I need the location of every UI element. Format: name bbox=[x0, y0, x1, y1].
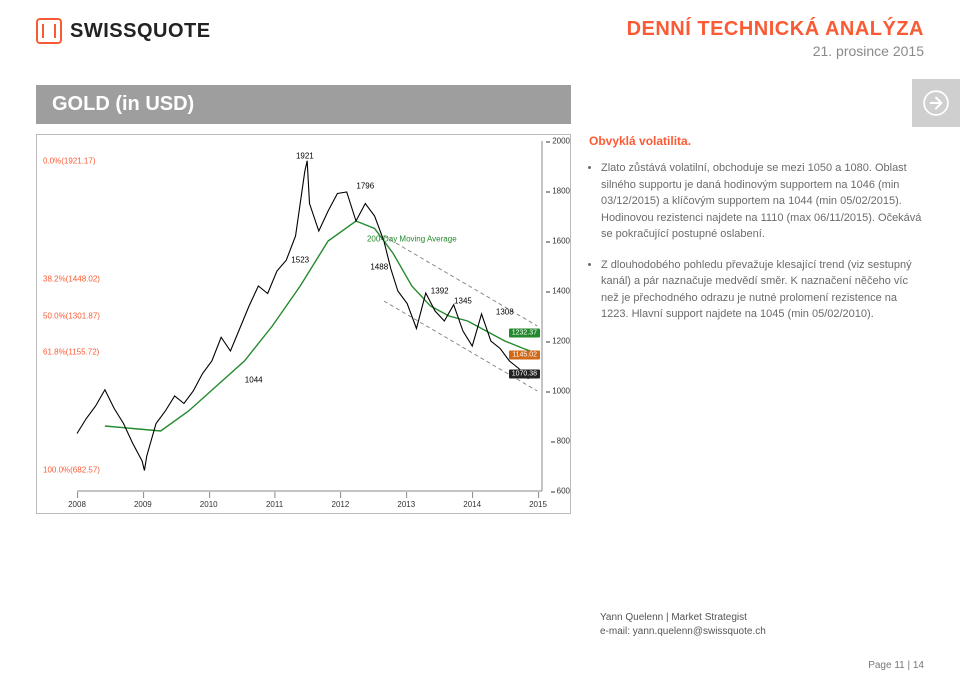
ma-label: 200-Day Moving Average bbox=[367, 234, 457, 243]
y-tick: 800 bbox=[557, 437, 570, 446]
x-tick: 2009 bbox=[134, 500, 152, 509]
arrow-right-icon bbox=[923, 90, 949, 116]
price-label: 1308 bbox=[496, 307, 514, 316]
price-label: 1044 bbox=[245, 376, 263, 385]
x-tick: 2015 bbox=[529, 500, 547, 509]
price-chart: 600 800 1000 1200 1400 1600 1800 2000 2008 2009 20… bbox=[36, 134, 571, 514]
fib-label: 0.0%(1921.17) bbox=[43, 156, 95, 165]
volatility-title: Obvyklá volatilita. bbox=[589, 134, 924, 148]
brand-name: SWISSQUOTE bbox=[70, 20, 211, 43]
next-arrow[interactable] bbox=[912, 79, 960, 127]
price-label: 1921 bbox=[296, 152, 314, 161]
price-label: 1392 bbox=[431, 287, 449, 296]
price-label: 1796 bbox=[356, 182, 374, 191]
report-title: DENNÍ TECHNICKÁ ANALÝZA bbox=[627, 18, 924, 41]
y-tick: 2000 bbox=[552, 137, 570, 146]
report-header: DENNÍ TECHNICKÁ ANALÝZA 21. prosince 201… bbox=[627, 18, 924, 59]
page-footer: Page 11 | 14 bbox=[868, 660, 924, 671]
x-tick: 2013 bbox=[397, 500, 415, 509]
x-tick: 2008 bbox=[68, 500, 86, 509]
author-block: Yann Quelenn | Market Strategist e-mail:… bbox=[600, 611, 766, 639]
fib-label: 100.0%(682.57) bbox=[43, 466, 100, 475]
author-name: Yann Quelenn | Market Strategist bbox=[600, 611, 766, 625]
y-tick: 600 bbox=[557, 487, 570, 496]
x-tick: 2014 bbox=[463, 500, 481, 509]
analysis-text: Obvyklá volatilita. Zlato zůstává volati… bbox=[589, 134, 924, 514]
price-label: 1345 bbox=[454, 297, 472, 306]
analysis-para-1: Zlato zůstává volatilní, obchoduje se me… bbox=[601, 160, 924, 243]
price-badge: 1070.38 bbox=[509, 369, 540, 378]
logo-icon bbox=[36, 18, 62, 44]
author-email: e-mail: yann.quelenn@swissquote.ch bbox=[600, 625, 766, 639]
y-tick: 1600 bbox=[552, 237, 570, 246]
analysis-para-2: Z dlouhodobého pohledu převažuje klesají… bbox=[601, 257, 924, 323]
x-tick: 2010 bbox=[200, 500, 218, 509]
fib-label: 38.2%(1448.02) bbox=[43, 274, 100, 283]
price-badge: 1145.02 bbox=[509, 350, 540, 359]
fib-label: 61.8%(1155.72) bbox=[43, 348, 99, 357]
price-badge: 1232.37 bbox=[509, 329, 540, 338]
price-label: 1488 bbox=[370, 262, 388, 271]
y-tick: 1200 bbox=[552, 337, 570, 346]
report-date: 21. prosince 2015 bbox=[627, 43, 924, 59]
price-label: 1523 bbox=[291, 256, 309, 265]
y-tick: 1800 bbox=[552, 187, 570, 196]
section-title: GOLD (in USD) bbox=[36, 85, 571, 124]
y-tick: 1400 bbox=[552, 287, 570, 296]
brand-logo: SWISSQUOTE bbox=[36, 18, 211, 44]
y-tick: 1000 bbox=[552, 387, 570, 396]
x-tick: 2012 bbox=[332, 500, 350, 509]
fib-label: 50.0%(1301.87) bbox=[43, 311, 100, 320]
x-tick: 2011 bbox=[266, 500, 283, 509]
